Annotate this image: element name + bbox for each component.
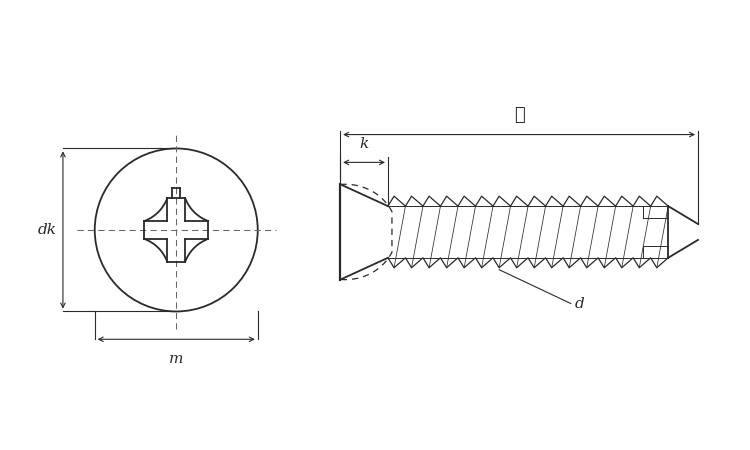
Text: m: m — [169, 352, 184, 366]
Text: dk: dk — [38, 223, 56, 237]
Text: ℓ: ℓ — [514, 106, 524, 124]
Text: k: k — [359, 137, 369, 152]
Text: d: d — [574, 297, 584, 311]
